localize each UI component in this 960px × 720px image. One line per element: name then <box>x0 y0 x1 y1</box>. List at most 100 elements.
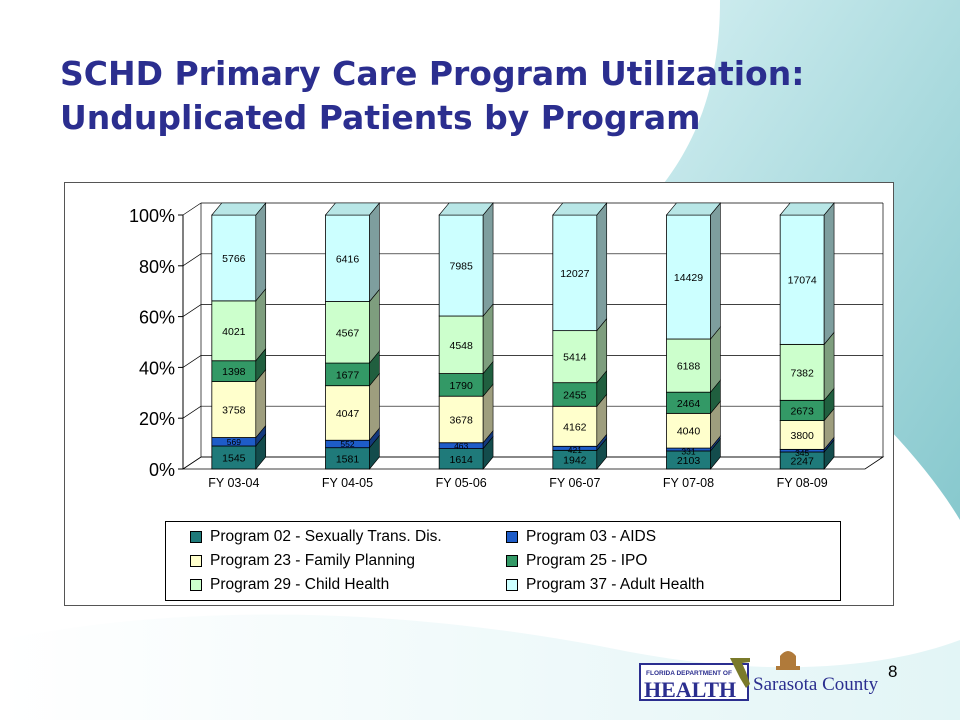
legend-swatch <box>190 555 202 567</box>
data-label: 569 <box>227 437 241 447</box>
data-label: 6416 <box>336 253 360 265</box>
data-label: 14429 <box>674 272 703 284</box>
florida-shape-icon <box>730 658 750 688</box>
x-tick-label: FY 08-09 <box>777 476 828 490</box>
data-label: 1581 <box>336 453 360 465</box>
legend-label: Program 25 - IPO <box>526 552 648 569</box>
data-label: 4162 <box>563 421 587 433</box>
legend-swatch <box>190 579 202 591</box>
data-label: 4040 <box>677 426 701 438</box>
legend-item: Program 25 - IPO <box>506 549 822 573</box>
bar-top <box>665 202 722 216</box>
y-tick-label: 20% <box>139 409 175 429</box>
bar-segment <box>552 214 598 332</box>
sarasota-county-logo: Sarasota County <box>753 651 879 695</box>
legend-label: Program 37 - Adult Health <box>526 576 705 593</box>
y-tick-label: 80% <box>139 257 175 277</box>
data-label: 331 <box>681 447 695 457</box>
footer-logos: FLORIDA DEPARTMENT OF HEALTH Sarasota Co… <box>639 651 879 702</box>
page-title: SCHD Primary Care Program Utilization: U… <box>60 52 920 140</box>
bar-side <box>710 202 721 340</box>
data-label: 2673 <box>790 405 814 417</box>
legend-label: Program 03 - AIDS <box>526 528 657 545</box>
x-tick-label: FY 06-07 <box>549 476 600 490</box>
data-label: 1677 <box>336 369 360 381</box>
legend-item: Program 29 - Child Health <box>190 573 506 597</box>
gridline-diagonal <box>182 202 202 216</box>
gridline-diagonal <box>182 405 202 419</box>
bar-top <box>779 202 835 216</box>
title-line-2: Unduplicated Patients by Program <box>60 98 701 137</box>
data-label: 4548 <box>449 340 473 352</box>
bar-segment <box>779 214 825 345</box>
data-label: 4021 <box>222 326 246 338</box>
bar-segment <box>211 381 257 438</box>
gridline-diagonal <box>182 253 202 267</box>
legend-item: Program 03 - AIDS <box>506 525 822 549</box>
bar-stack: 1581 552 4047 1677 4567 6416 <box>324 202 381 470</box>
bar-segment <box>438 395 484 444</box>
y-tick-label: 60% <box>139 308 175 328</box>
data-label: 1545 <box>222 452 246 464</box>
bar-segment <box>438 315 484 374</box>
data-label: 12027 <box>560 268 589 280</box>
bar-segment <box>211 214 257 302</box>
stacked-bar-chart: 0% 20% 40% 60% 80% 100% 1545 569 3758 1398 4021 576… <box>129 202 885 490</box>
bar-segment <box>779 343 825 401</box>
data-label: 552 <box>340 439 354 449</box>
data-label: 5414 <box>563 352 587 364</box>
legend-swatch <box>506 579 518 591</box>
data-label: 1942 <box>563 455 587 467</box>
legend-swatch <box>506 531 518 543</box>
bar-stack: 1545 569 3758 1398 4021 5766 <box>211 202 267 470</box>
legend-swatch <box>190 531 202 543</box>
building-dome-icon <box>776 651 800 670</box>
bar-segment <box>325 385 370 441</box>
y-tick-label: 40% <box>139 358 175 378</box>
doh-logo-small-text: FLORIDA DEPARTMENT OF <box>646 670 732 677</box>
legend-label: Program 29 - Child Health <box>210 576 390 593</box>
bar-top <box>211 202 267 216</box>
x-tick-label: FY 07-08 <box>663 476 714 490</box>
x-tick-label: FY 05-06 <box>436 476 487 490</box>
bar-side <box>369 202 380 303</box>
bar-top <box>438 202 494 216</box>
legend-item: Program 23 - Family Planning <box>190 549 506 573</box>
data-label: 5766 <box>222 253 246 265</box>
data-label: 17074 <box>788 275 817 287</box>
bar-side <box>482 202 494 317</box>
bar-segment <box>666 338 711 393</box>
data-label: 1790 <box>449 380 473 392</box>
data-label: 3758 <box>222 405 246 417</box>
gridline-diagonal <box>182 304 202 317</box>
county-logo-text: Sarasota County <box>753 674 879 695</box>
legend-swatch <box>506 555 518 567</box>
data-label: 1398 <box>222 366 246 378</box>
bar-side <box>255 202 267 302</box>
data-label: 4567 <box>336 327 360 339</box>
page-number: 8 <box>888 662 898 681</box>
bar-segment <box>779 420 825 450</box>
gridline-diagonal <box>182 355 202 368</box>
bar-side <box>255 288 267 362</box>
title-line-1: SCHD Primary Care Program Utilization: <box>60 54 805 93</box>
data-label: 345 <box>795 448 809 458</box>
chart-legend: Program 02 - Sexually Trans. Dis. Program… <box>165 521 841 601</box>
data-label: 4047 <box>336 408 360 420</box>
doh-logo-large-text: HEALTH <box>644 677 736 702</box>
chart-frame: 0% 20% 40% 60% 80% 100% 1545 569 3758 1398 4021 576… <box>64 182 894 606</box>
data-label: 2247 <box>790 455 814 467</box>
doh-logo: FLORIDA DEPARTMENT OF HEALTH <box>639 658 750 702</box>
bar-segment <box>552 330 598 384</box>
bar-stack: 1614 463 3678 1790 4548 7985 <box>438 202 494 470</box>
data-label: 2455 <box>563 389 587 401</box>
bar-top <box>324 202 381 216</box>
bar-segment <box>211 300 257 362</box>
data-label: 3800 <box>790 430 814 442</box>
x-tick-label: FY 03-04 <box>208 476 259 490</box>
data-label: 3678 <box>449 414 473 426</box>
bar-side <box>823 202 835 346</box>
y-tick-label: 0% <box>149 460 175 480</box>
